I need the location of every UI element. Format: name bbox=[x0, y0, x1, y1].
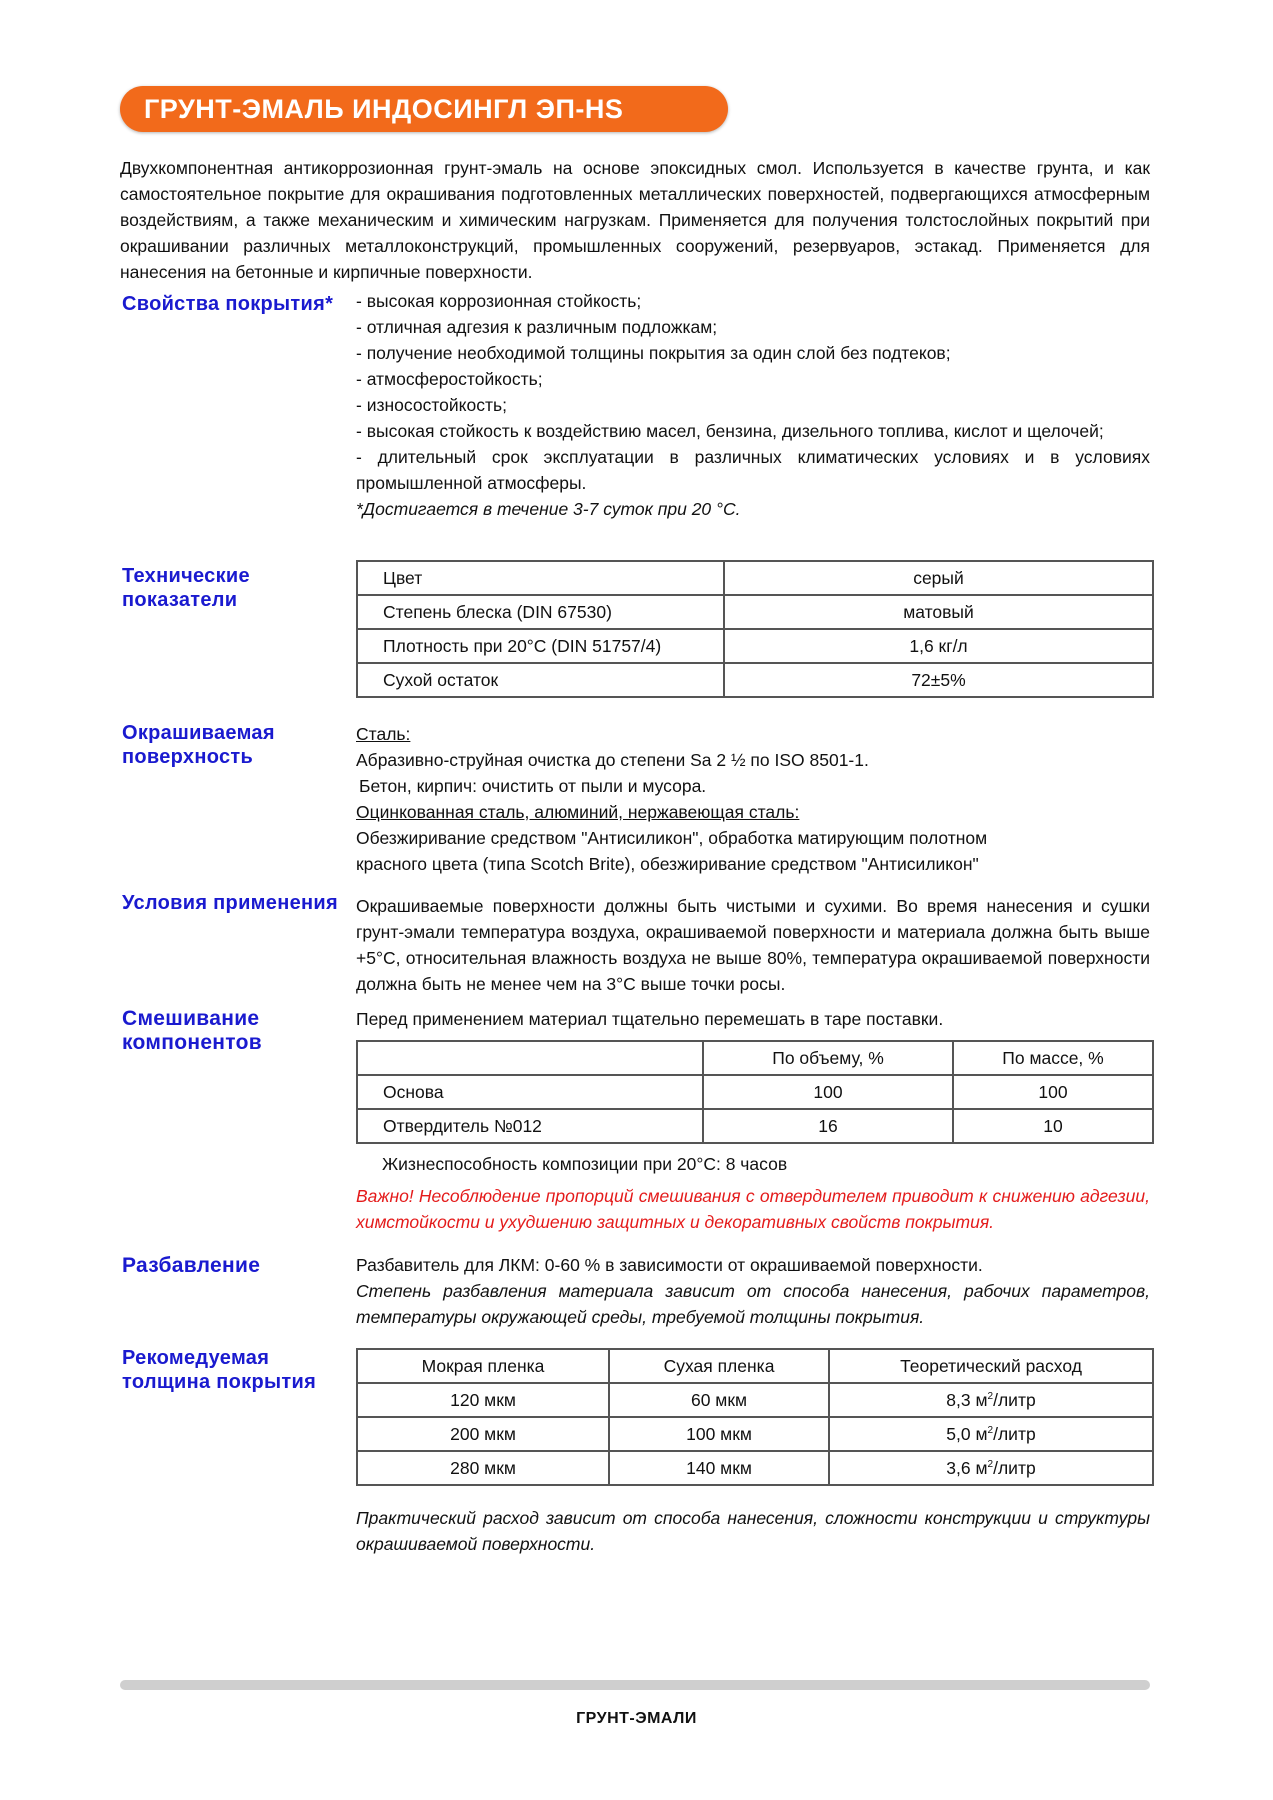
list-item: - атмосферостойкость; bbox=[356, 369, 543, 389]
mixing-intro: Перед применением материал тщательно пер… bbox=[356, 1009, 944, 1029]
table-header: Мокрая пленка bbox=[356, 1348, 610, 1384]
table-cell: Отвердитель №012 bbox=[356, 1108, 704, 1144]
table-cell: 8,3 м2/литр bbox=[828, 1382, 1154, 1418]
galv-text: красного цвета (типа Scotch Brite), обез… bbox=[356, 854, 979, 874]
galv-text: Обезжиривание средством "Антисиликон", о… bbox=[356, 828, 988, 848]
steel-heading: Сталь: bbox=[356, 724, 411, 744]
thinning-text: Разбавитель для ЛКМ: 0-60 % в зависимост… bbox=[356, 1255, 983, 1275]
table-cell: 100 bbox=[702, 1074, 954, 1110]
galv-heading: Оцинкованная сталь, алюминий, нержавеюща… bbox=[356, 802, 800, 822]
table-header: Сухая пленка bbox=[608, 1348, 830, 1384]
list-item: - длительный срок эксплуатации в различн… bbox=[356, 447, 1150, 493]
thickness-table: Мокрая пленка Сухая пленка Теоретический р… bbox=[356, 1348, 1154, 1486]
title-banner: ГРУНТ-ЭМАЛЬ ИНДОСИНГЛ ЭП-HS bbox=[120, 86, 728, 132]
table-cell: 120 мкм bbox=[356, 1382, 610, 1418]
table-cell: Сухой остаток bbox=[356, 662, 725, 698]
thickness-note: Практический расход зависит от способа н… bbox=[356, 1508, 1150, 1554]
page-title: ГРУНТ-ЭМАЛЬ ИНДОСИНГЛ ЭП-HS bbox=[144, 94, 624, 124]
thinning-label: Разбавление bbox=[122, 1254, 261, 1277]
table-header: Теоретический расход bbox=[828, 1348, 1154, 1384]
table-header: По массе, % bbox=[952, 1040, 1154, 1076]
table-cell: Степень блеска (DIN 67530) bbox=[356, 594, 725, 630]
table-row: Основа 100 100 bbox=[356, 1074, 1154, 1110]
table-cell: матовый bbox=[723, 594, 1154, 630]
table-cell: 200 мкм bbox=[356, 1416, 610, 1452]
thinning-note: Степень разбавления материала зависит от… bbox=[356, 1281, 1150, 1327]
surface-text: Сталь: Абразивно-струйная очистка до сте… bbox=[356, 721, 1150, 877]
table-cell: 1,6 кг/л bbox=[723, 628, 1154, 664]
table-row: Сухой остаток 72±5% bbox=[356, 662, 1154, 698]
surface-label: Окрашиваемая поверхность bbox=[122, 722, 275, 768]
table-header-row: Мокрая пленка Сухая пленка Теоретический р… bbox=[356, 1348, 1154, 1384]
table-cell: 140 мкм bbox=[608, 1450, 830, 1486]
list-item: - износостойкость; bbox=[356, 395, 507, 415]
table-cell: Основа bbox=[356, 1074, 704, 1110]
table-cell: 100 мкм bbox=[608, 1416, 830, 1452]
table-cell: 5,0 м2/литр bbox=[828, 1416, 1154, 1452]
table-row: 120 мкм 60 мкм 8,3 м2/литр bbox=[356, 1382, 1154, 1418]
table-cell: 100 bbox=[952, 1074, 1154, 1110]
conditions-label: Условия применения bbox=[122, 892, 338, 914]
table-header bbox=[356, 1040, 704, 1076]
table-header: По объему, % bbox=[702, 1040, 954, 1076]
intro-paragraph: Двухкомпонентная антикоррозионная грунт-… bbox=[120, 158, 1150, 282]
list-item: - высокая стойкость к воздействию масел,… bbox=[356, 421, 1104, 441]
table-cell: 10 bbox=[952, 1108, 1154, 1144]
list-item: - отличная адгезия к различным подложкам… bbox=[356, 317, 718, 337]
mixing-label: Смешивание компонентов bbox=[122, 1007, 262, 1054]
potlife-text: Жизнеспособность композиции при 20°С: 8 … bbox=[382, 1154, 788, 1174]
thickness-label: Рекомедуемая толщина покрытия bbox=[122, 1347, 317, 1393]
steel-text: Абразивно-струйная очистка до степени Sa… bbox=[356, 750, 869, 770]
table-cell: Цвет bbox=[356, 560, 725, 596]
table-row: Отвердитель №012 16 10 bbox=[356, 1108, 1154, 1144]
list-item: - получение необходимой толщины покрытия… bbox=[356, 343, 951, 363]
table-cell: 280 мкм bbox=[356, 1450, 610, 1486]
table-cell: Плотность при 20°С (DIN 51757/4) bbox=[356, 628, 725, 664]
mixing-table: По объему, % По массе, % Основа 100 100 Отв… bbox=[356, 1040, 1154, 1144]
properties-label: Свойства покрытия* bbox=[122, 293, 334, 315]
list-item: - высокая коррозионная стойкость; bbox=[356, 291, 642, 311]
technical-label: Технические показатели bbox=[122, 565, 250, 611]
table-cell: 3,6 м2/литр bbox=[828, 1450, 1154, 1486]
properties-list: - высокая коррозионная стойкость; - отли… bbox=[356, 288, 1150, 522]
table-row: Плотность при 20°С (DIN 51757/4) 1,6 кг/л bbox=[356, 628, 1154, 664]
table-row: 280 мкм 140 мкм 3,6 м2/литр bbox=[356, 1450, 1154, 1486]
footer-divider bbox=[120, 1680, 1150, 1690]
technical-table: Цвет серый Степень блеска (DIN 67530) мато… bbox=[356, 560, 1154, 698]
concrete-text: Бетон, кирпич: очистить от пыли и мусора… bbox=[359, 776, 707, 796]
table-cell: 72±5% bbox=[723, 662, 1154, 698]
table-cell: 16 bbox=[702, 1108, 954, 1144]
warning-text: Важно! Несоблюдение пропорций смешивания… bbox=[356, 1186, 1150, 1232]
table-cell: 60 мкм bbox=[608, 1382, 830, 1418]
table-cell: серый bbox=[723, 560, 1154, 596]
properties-note: *Достигается в течение 3-7 суток при 20 … bbox=[356, 499, 741, 519]
conditions-text: Окрашиваемые поверхности должны быть чис… bbox=[356, 896, 1150, 994]
footer-label: ГРУНТ-ЭМАЛИ bbox=[576, 1710, 697, 1727]
table-row: 200 мкм 100 мкм 5,0 м2/литр bbox=[356, 1416, 1154, 1452]
table-header-row: По объему, % По массе, % bbox=[356, 1040, 1154, 1076]
table-row: Цвет серый bbox=[356, 560, 1154, 596]
table-row: Степень блеска (DIN 67530) матовый bbox=[356, 594, 1154, 630]
